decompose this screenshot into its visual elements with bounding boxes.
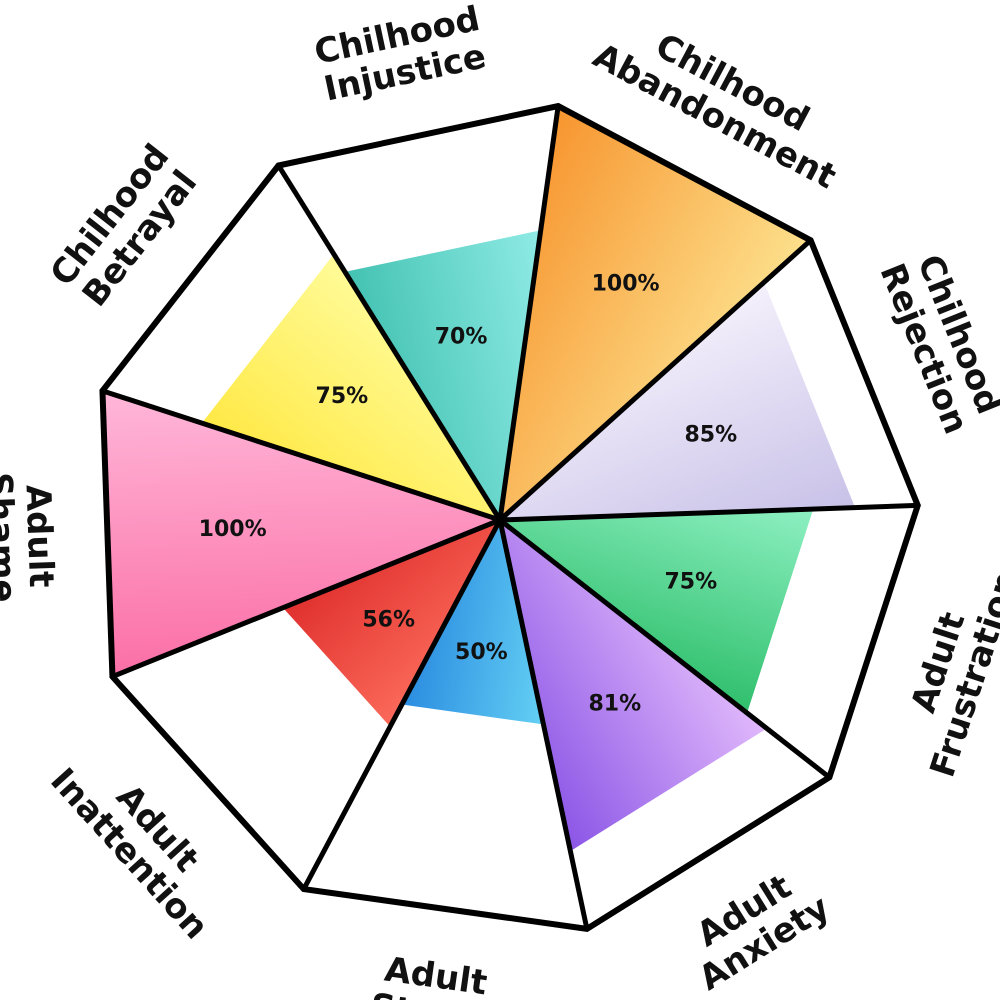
wedge-layer [102,106,856,852]
value-label: 70% [435,324,488,349]
wedge-adult-frustration [500,509,814,714]
value-label: 81% [588,691,641,716]
value-label: 100% [199,517,267,542]
wedge-chilhood-rejection [500,282,856,520]
spoke-line [497,519,590,930]
wedge-chilhood-abandonment [500,106,811,521]
wedge-adult-shame [102,390,500,677]
category-label: AdultStress [368,948,499,1000]
wedge-adult-stress [401,520,544,725]
value-label: 85% [684,422,737,447]
value-label: 75% [664,570,717,595]
category-label-line: Adult [17,484,61,588]
value-label: 100% [592,271,660,296]
category-label: AdultShame [0,470,62,603]
category-label: AdultInattention [42,735,244,947]
wedge-chilhood-injustice [344,230,541,520]
spoke-line [498,518,831,780]
category-label: AdultAnxiety [672,855,837,998]
spoke-line [498,238,813,522]
wedge-adult-anxiety [500,520,767,852]
wedge-chilhood-betrayal [201,254,500,521]
outer-nonagon [99,102,921,932]
category-label: AdultFrustration [886,555,1000,782]
spoke-line [301,518,503,891]
spoke-line [111,517,501,679]
value-label: 75% [316,384,369,409]
spoke-line [499,502,918,523]
wedge-adult-inattention [282,520,500,727]
spoke-line [101,388,501,523]
category-label: ChilhoodInjustice [311,0,491,110]
spoke-line [497,105,561,521]
category-label: ChilhoodRejection [872,244,1000,440]
spoke-line [276,164,503,522]
value-label: 56% [362,608,415,633]
value-label: 50% [455,640,508,665]
outline-layer [99,102,921,932]
category-label-line: Shame [0,472,24,603]
